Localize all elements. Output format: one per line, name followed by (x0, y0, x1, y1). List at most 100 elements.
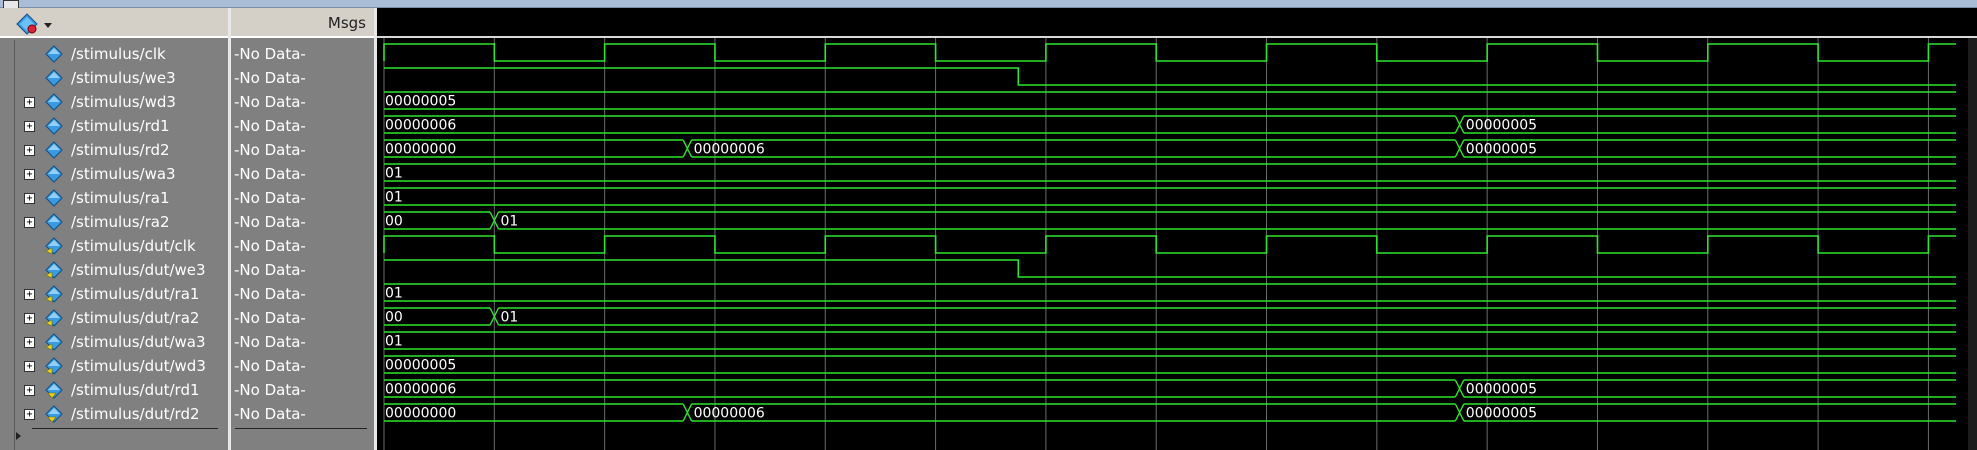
signal-name: /stimulus/dut/clk (71, 237, 196, 255)
msgs-bottom-divider (235, 428, 367, 429)
bus-value-label: 00 (385, 214, 403, 230)
dut-output-signal-icon (45, 405, 63, 423)
dut-signal-icon (45, 357, 63, 375)
signal-msg: -No Data- (234, 189, 306, 207)
bus-value-label: 00000006 (385, 382, 456, 398)
signal-name: /stimulus/wd3 (71, 93, 176, 111)
signal-waveform (383, 43, 1956, 62)
expand-icon[interactable]: + (24, 169, 35, 180)
expand-icon[interactable]: + (24, 145, 35, 156)
signal-row[interactable]: + /stimulus/ra1 (15, 186, 229, 210)
signal-row[interactable]: + /stimulus/dut/rd1 (15, 378, 229, 402)
signal-msg: -No Data- (234, 285, 306, 303)
bus-transition (489, 307, 500, 326)
signal-name: /stimulus/rd2 (71, 141, 170, 159)
signal-msg: -No Data- (234, 261, 306, 279)
signal-row[interactable]: + /stimulus/ra2 (15, 210, 229, 234)
input-signal-icon (45, 141, 63, 159)
cursor-marker-icon (16, 432, 21, 440)
signal-dropdown-icon[interactable] (16, 13, 38, 35)
signal-row[interactable]: + /stimulus/wd3 (15, 90, 229, 114)
expand-icon[interactable]: + (24, 289, 35, 300)
msgs-header-label: Msgs (327, 14, 366, 32)
expand-icon[interactable]: + (24, 121, 35, 132)
signal-row[interactable]: /stimulus/dut/we3 (15, 258, 229, 282)
bus-transition (1454, 379, 1465, 398)
input-signal-icon (45, 213, 63, 231)
expand-icon[interactable]: + (24, 313, 35, 324)
signal-row[interactable]: /stimulus/clk (15, 42, 229, 66)
signal-list: /stimulus/clk/stimulus/we3 + /stimulus/wd3… (14, 40, 229, 450)
msgs-column-header: Msgs (231, 8, 374, 38)
signal-name: /stimulus/dut/rd2 (71, 405, 200, 423)
dut-signal-icon (45, 285, 63, 303)
bus-value-label: 00000006 (385, 118, 456, 134)
waveform-right-edge (1968, 38, 1977, 450)
chevron-down-icon[interactable] (44, 23, 52, 28)
dut-signal-icon (45, 309, 63, 327)
dut-signal-icon (45, 237, 63, 255)
pane-divider-right[interactable] (374, 8, 377, 450)
bus-transition (1454, 139, 1465, 158)
signal-msg: -No Data- (234, 45, 306, 63)
waveform-pane[interactable]: 00000005 00000006 00000005 00000000 00000006… (377, 8, 1977, 450)
signal-row[interactable]: /stimulus/dut/clk (15, 234, 229, 258)
expand-icon[interactable]: + (24, 361, 35, 372)
signal-name: /stimulus/we3 (71, 69, 176, 87)
expand-icon[interactable]: + (24, 217, 35, 228)
signal-row[interactable]: + /stimulus/dut/wa3 (15, 330, 229, 354)
list-bottom-divider (32, 428, 218, 429)
input-signal-icon (45, 165, 63, 183)
bus-value-label: 00000000 (385, 142, 456, 158)
signal-row[interactable]: + /stimulus/wa3 (15, 162, 229, 186)
signal-name: /stimulus/rd1 (71, 117, 170, 135)
signal-waveform (383, 235, 1956, 254)
bus-value-label: 00000005 (1466, 118, 1537, 134)
bus-transition (489, 211, 500, 230)
bus-value-label: 01 (385, 334, 403, 350)
messages-pane: Msgs -No Data- -No Data- -No Data- -No Data… (231, 8, 374, 450)
bus-transition (1454, 115, 1465, 134)
bus-value-label: 01 (501, 310, 519, 326)
signal-msg: -No Data- (234, 165, 306, 183)
expand-icon[interactable]: + (24, 409, 35, 420)
input-signal-icon (45, 45, 63, 63)
bus-value-label: 00000000 (385, 406, 456, 422)
bus-transition (682, 139, 693, 158)
signal-row[interactable]: + /stimulus/dut/ra1 (15, 282, 229, 306)
title-bar (0, 0, 1977, 9)
expand-icon[interactable]: + (24, 337, 35, 348)
signal-row[interactable]: + /stimulus/rd2 (15, 138, 229, 162)
bus-value-label: 01 (385, 190, 403, 206)
expand-icon[interactable]: + (24, 385, 35, 396)
input-signal-icon (45, 189, 63, 207)
input-signal-icon (45, 93, 63, 111)
bus-value-label: 00000005 (1466, 142, 1537, 158)
expand-icon[interactable]: + (24, 193, 35, 204)
signal-name: /stimulus/dut/wd3 (71, 357, 206, 375)
signal-row[interactable]: + /stimulus/dut/wd3 (15, 354, 229, 378)
bus-transition (682, 403, 693, 422)
dut-signal-icon (45, 333, 63, 351)
bus-value-label: 00000006 (694, 142, 765, 158)
waveform-canvas[interactable]: 00000005 00000006 00000005 00000000 00000006… (377, 38, 1968, 450)
input-signal-icon (45, 117, 63, 135)
signal-msg: -No Data- (234, 381, 306, 399)
signal-name: /stimulus/wa3 (71, 165, 176, 183)
signal-row[interactable]: + /stimulus/dut/ra2 (15, 306, 229, 330)
signal-row[interactable]: + /stimulus/rd1 (15, 114, 229, 138)
signal-name: /stimulus/dut/we3 (71, 261, 206, 279)
signal-msg: -No Data- (234, 333, 306, 351)
signal-name: /stimulus/ra1 (71, 189, 170, 207)
signal-waveform (384, 67, 1956, 86)
signal-name-pane[interactable]: /stimulus/clk/stimulus/we3 + /stimulus/wd3… (0, 8, 228, 450)
signal-msg: -No Data- (234, 117, 306, 135)
expand-icon[interactable]: + (24, 97, 35, 108)
pane-divider-left[interactable] (228, 8, 231, 450)
signal-row[interactable]: /stimulus/we3 (15, 66, 229, 90)
waveform-header (377, 8, 1977, 38)
signal-name: /stimulus/dut/rd1 (71, 381, 200, 399)
signal-row[interactable]: + /stimulus/dut/rd2 (15, 402, 229, 426)
signal-msg: -No Data- (234, 405, 306, 423)
dut-output-signal-icon (45, 381, 63, 399)
